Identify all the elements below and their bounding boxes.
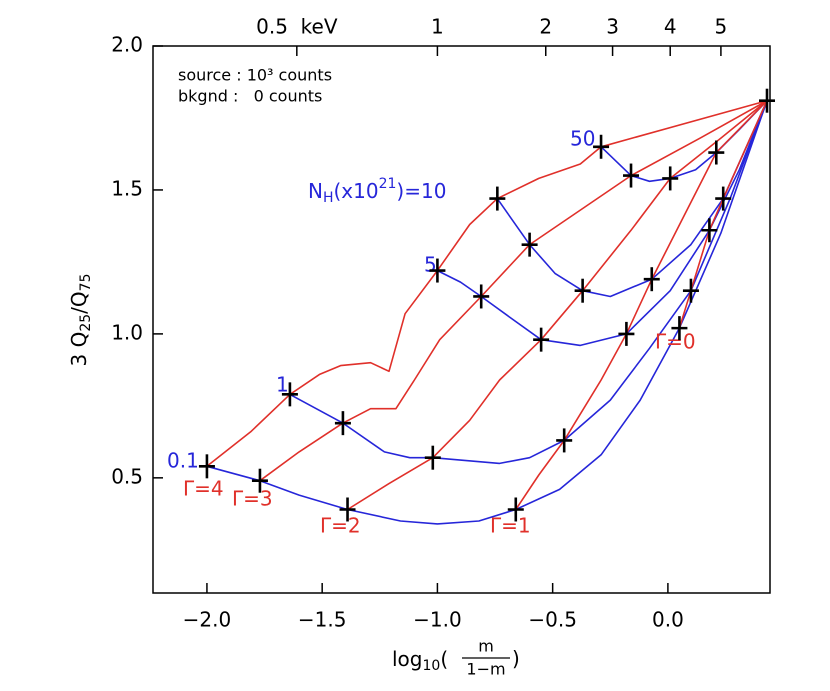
cross-marker <box>533 327 550 352</box>
cross-marker <box>489 186 506 211</box>
y-tick-label: 2.0 <box>111 33 143 57</box>
cross-marker <box>701 218 718 243</box>
x-tick-label: −1.5 <box>298 608 347 632</box>
cross-marker <box>339 497 356 522</box>
annotation: bkgnd : 0 counts <box>178 87 322 106</box>
curve-label: Γ=1 <box>490 514 531 538</box>
x-label-denominator: 1−m <box>466 660 505 679</box>
x-label-numerator: m <box>478 637 494 656</box>
curve-label: 50 <box>570 127 595 151</box>
x-label-part: ( <box>440 647 448 671</box>
cross-marker <box>198 454 215 479</box>
cross-marker <box>708 140 725 165</box>
cross-marker <box>574 278 591 303</box>
x-label-part: ) <box>512 647 520 671</box>
x-tick-label: 0.0 <box>652 608 684 632</box>
y-label-part: /Q <box>67 291 91 313</box>
x-label-part: 10 <box>423 658 441 674</box>
x2-tick-label: 5 <box>715 15 728 39</box>
cross-marker <box>334 411 351 436</box>
curve <box>289 100 768 465</box>
x2-tick-label: 2 <box>539 15 552 39</box>
curve <box>515 100 768 510</box>
x-tick-label: −1.0 <box>413 608 462 632</box>
cross-marker <box>715 186 732 211</box>
cross-marker <box>473 284 490 309</box>
cross-marker <box>643 267 660 292</box>
cross-marker <box>424 445 441 470</box>
nh-label-part: N <box>308 179 323 203</box>
cross-marker <box>759 88 776 113</box>
cross-marker <box>521 232 538 257</box>
x2-tick-label: 1 <box>431 15 444 39</box>
nh-label-part: H <box>323 190 334 206</box>
cross-marker <box>251 468 268 493</box>
cross-marker <box>429 258 446 283</box>
nh-label-part: (x10 <box>334 179 379 203</box>
curve <box>496 100 768 298</box>
y-label-part: 25 <box>78 314 94 332</box>
plot-frame <box>152 45 771 594</box>
x-axis-label: log10( <box>392 647 448 675</box>
cross-marker <box>662 166 679 191</box>
curve-label: Γ=4 <box>183 477 224 501</box>
cross-marker <box>507 497 524 522</box>
nh-label-part: 21 <box>379 176 397 192</box>
curve-label: Γ=2 <box>320 514 361 538</box>
curve-label: NH(x1021)=10 <box>308 176 446 206</box>
cross-marker <box>682 278 699 303</box>
y-label-part: 3 Q <box>67 332 91 367</box>
curve <box>206 99 768 467</box>
x2-tick-label: 3 <box>606 15 619 39</box>
nh-label-part: )= <box>396 179 421 203</box>
curve <box>206 100 768 525</box>
y-tick-label: 0.5 <box>111 464 143 488</box>
curve-label: 1 <box>276 373 289 397</box>
cross-marker <box>281 382 298 407</box>
x-label-part: log <box>392 647 423 671</box>
curve <box>437 100 768 347</box>
curve-label: Γ=3 <box>232 487 273 511</box>
cross-marker <box>618 321 635 346</box>
x-tick-label: −2.0 <box>183 608 232 632</box>
cross-marker <box>671 316 688 341</box>
curve-label: Γ=0 <box>655 330 696 354</box>
y-axis-label: 3 Q25/Q75 <box>67 274 95 367</box>
x-tick-label: −0.5 <box>528 608 577 632</box>
cross-marker <box>593 134 610 159</box>
y-label-part: 75 <box>78 274 94 292</box>
annotation: source : 10³ counts <box>178 66 332 85</box>
cross-marker <box>623 163 640 188</box>
curve-label: 10 <box>421 179 446 203</box>
y-tick-label: 1.5 <box>111 176 143 200</box>
x2-tick-label: 0.5 keV <box>256 15 338 39</box>
y-tick-label: 1.0 <box>111 320 143 344</box>
curve <box>600 100 768 183</box>
curve-label: 0.1 <box>167 449 199 473</box>
cross-marker <box>556 428 573 453</box>
x2-tick-label: 4 <box>664 15 677 39</box>
